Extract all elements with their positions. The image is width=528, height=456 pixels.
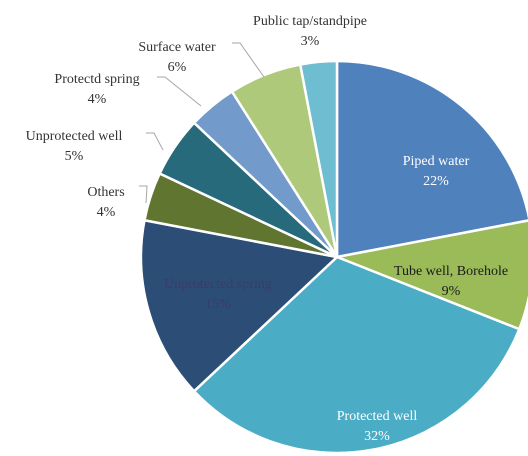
pie-slice-piped-water (335, 59, 528, 259)
slice-label-protectd-spring: Protectd spring (54, 72, 139, 87)
slice-percent-unprotected-well: 5% (65, 149, 84, 164)
slice-label-public-tap-standpipe: Public tap/standpipe (253, 14, 367, 29)
pie-slice-protected-well (192, 255, 521, 455)
slice-percent-protected-well: 32% (364, 429, 390, 444)
slice-percent-others: 4% (97, 205, 116, 220)
pie-slice-tube-well-borehole (335, 219, 528, 331)
slice-percent-piped-water: 22% (423, 174, 449, 189)
slice-label-protected-well: Protected well (337, 409, 418, 424)
slice-label-piped-water: Piped water (403, 154, 470, 169)
leader-line-protectd-spring (157, 76, 202, 107)
slice-percent-tube-well-borehole: 9% (442, 284, 461, 299)
slice-percent-surface-water: 6% (168, 60, 187, 75)
slice-percent-unprotected-spring: 15% (205, 297, 231, 312)
slice-label-others: Others (87, 185, 124, 200)
leader-line-unprotected-well (146, 132, 164, 151)
pie-slice-public-tap-standpipe (299, 59, 339, 259)
leader-line-surface-water (232, 42, 265, 78)
slice-label-unprotected-spring: Unprotected spring (164, 277, 272, 292)
pie-slice-unprotected-spring (139, 219, 339, 393)
slice-label-tube-well-borehole: Tube well, Borehole (394, 264, 508, 279)
leader-line-others (139, 185, 148, 204)
slice-label-surface-water: Surface water (138, 40, 216, 55)
slice-percent-protectd-spring: 4% (88, 92, 107, 107)
slice-label-unprotected-well: Unprotected well (26, 129, 123, 144)
slice-percent-public-tap-standpipe: 3% (301, 34, 320, 49)
